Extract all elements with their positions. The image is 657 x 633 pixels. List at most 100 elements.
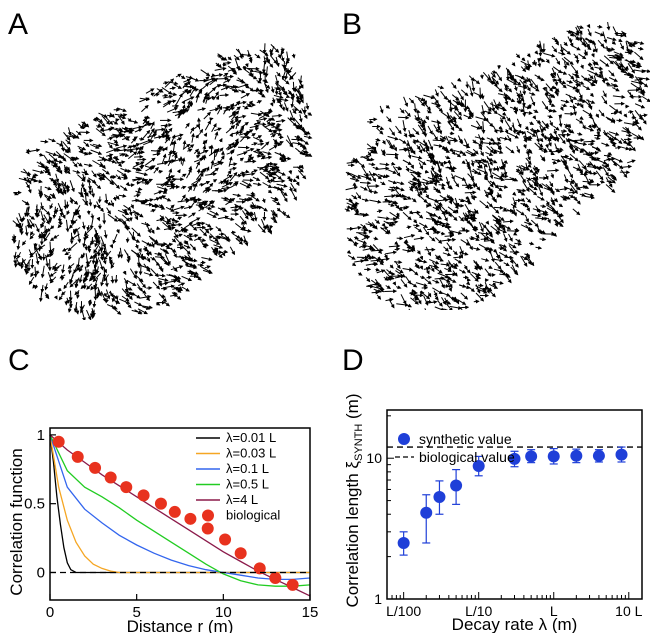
velocity-arrow	[575, 118, 584, 124]
velocity-arrow	[619, 42, 624, 50]
y-axis-label: Correlation length ξSYNTH (m)	[343, 393, 365, 607]
velocity-arrow	[189, 86, 197, 97]
velocity-arrow	[580, 64, 584, 70]
velocity-arrow	[239, 157, 245, 162]
velocity-arrow	[206, 87, 217, 97]
velocity-arrow	[38, 152, 44, 157]
velocity-arrow	[96, 173, 107, 179]
velocity-arrow	[413, 103, 418, 113]
velocity-arrow	[176, 137, 183, 142]
velocity-arrow	[400, 294, 407, 305]
velocity-arrow	[574, 102, 582, 107]
velocity-arrow	[40, 210, 45, 223]
velocity-arrow	[221, 251, 226, 257]
velocity-arrow	[227, 144, 238, 149]
velocity-arrow	[204, 265, 211, 270]
velocity-arrow	[551, 158, 562, 163]
velocity-arrow	[527, 163, 532, 168]
velocity-arrow	[285, 94, 291, 99]
velocity-arrow	[75, 205, 81, 214]
velocity-arrow	[48, 216, 53, 222]
velocity-arrow	[432, 279, 440, 284]
velocity-arrow	[464, 204, 471, 214]
velocity-arrow	[121, 295, 130, 302]
velocity-arrow	[21, 240, 27, 246]
velocity-arrow	[516, 75, 529, 82]
velocity-arrow	[449, 305, 463, 310]
velocity-arrow	[486, 157, 498, 164]
velocity-arrow	[458, 284, 471, 290]
velocity-arrow	[424, 308, 427, 310]
x-tick-label: L/100	[386, 603, 421, 619]
velocity-arrow	[538, 186, 543, 197]
velocity-arrow	[279, 210, 291, 219]
velocity-arrow	[57, 203, 63, 213]
velocity-arrow	[551, 67, 557, 77]
velocity-arrow	[385, 250, 398, 255]
velocity-arrow	[415, 282, 428, 287]
velocity-arrow	[440, 185, 446, 190]
velocity-arrow	[295, 93, 300, 101]
velocity-arrow	[402, 248, 412, 253]
velocity-arrow	[97, 157, 108, 162]
velocity-arrow	[594, 31, 605, 37]
velocity-arrow	[100, 291, 107, 303]
velocity-arrow	[262, 151, 272, 156]
velocity-arrow	[84, 234, 89, 240]
velocity-arrow	[238, 130, 251, 136]
velocity-arrow	[391, 161, 396, 166]
velocity-arrow	[108, 291, 119, 300]
velocity-arrow	[170, 222, 183, 227]
velocity-arrow	[498, 165, 505, 170]
velocity-arrow	[403, 132, 408, 138]
velocity-arrow	[270, 217, 278, 224]
velocity-arrow	[67, 242, 78, 252]
velocity-arrow	[460, 89, 469, 97]
velocity-arrow	[627, 109, 634, 114]
velocity-arrow	[484, 282, 490, 294]
velocity-arrow	[58, 182, 71, 189]
velocity-arrow	[127, 144, 138, 149]
velocity-arrow	[96, 216, 101, 222]
velocity-arrow	[530, 219, 539, 228]
velocity-arrow	[215, 62, 221, 67]
velocity-arrow	[302, 146, 308, 150]
velocity-arrow	[289, 116, 294, 121]
velocity-arrow	[110, 200, 115, 208]
velocity-arrow	[112, 120, 119, 125]
velocity-arrow	[61, 264, 66, 274]
velocity-arrow	[588, 73, 594, 80]
velocity-arrow	[215, 147, 220, 157]
velocity-arrow	[62, 141, 71, 152]
velocity-arrow	[29, 231, 34, 236]
velocity-arrow	[582, 85, 591, 90]
velocity-arrow	[577, 142, 588, 146]
velocity-arrow	[200, 69, 211, 77]
velocity-arrow	[568, 73, 575, 80]
velocity-arrow	[236, 173, 243, 178]
velocity-arrow	[525, 197, 532, 204]
velocity-arrow	[202, 154, 207, 161]
velocity-arrow	[472, 160, 483, 165]
velocity-arrow	[115, 195, 120, 200]
velocity-arrow	[603, 153, 612, 158]
velocity-arrow	[53, 295, 58, 300]
velocity-arrow	[639, 84, 645, 97]
velocity-arrow	[245, 147, 255, 152]
velocity-arrow	[403, 233, 416, 239]
velocity-arrow	[470, 124, 482, 130]
x-axis-label: Decay rate λ (m)	[452, 615, 578, 633]
velocity-arrow	[451, 94, 460, 101]
velocity-arrow	[549, 181, 554, 188]
velocity-arrow	[34, 223, 40, 233]
x-axis-label: Distance r (m)	[127, 617, 234, 633]
velocity-arrow	[75, 264, 84, 271]
velocity-arrow	[56, 181, 61, 195]
velocity-arrow	[15, 223, 20, 228]
velocity-arrow	[150, 130, 157, 140]
velocity-arrow	[274, 173, 283, 180]
velocity-arrow	[555, 212, 565, 217]
velocity-arrow	[346, 205, 352, 210]
velocity-arrow	[259, 110, 273, 115]
velocity-arrow	[40, 265, 45, 279]
